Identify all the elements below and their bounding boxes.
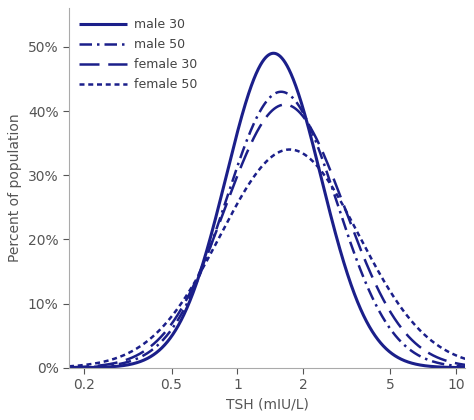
- male 30: [383, 345, 388, 350]
- male 30: [471, 365, 474, 370]
- Line: male 50: male 50: [57, 92, 474, 368]
- male 50: [458, 364, 464, 369]
- female 30: [282, 102, 288, 107]
- female 30: [75, 365, 81, 370]
- male 50: [55, 365, 60, 370]
- female 50: [246, 182, 251, 187]
- male 50: [471, 365, 474, 370]
- female 30: [459, 362, 465, 367]
- Line: female 50: female 50: [57, 150, 474, 367]
- female 30: [246, 147, 251, 152]
- male 30: [246, 91, 251, 96]
- male 30: [75, 365, 81, 370]
- Line: male 30: male 30: [57, 53, 474, 368]
- male 50: [278, 89, 284, 94]
- male 50: [257, 110, 263, 115]
- female 50: [75, 363, 81, 368]
- Legend: male 30, male 50, female 30, female 50: male 30, male 50, female 30, female 50: [75, 15, 201, 94]
- female 30: [55, 365, 60, 370]
- female 50: [55, 365, 60, 370]
- male 50: [383, 319, 388, 324]
- X-axis label: TSH (mIU/L): TSH (mIU/L): [226, 398, 309, 412]
- male 30: [458, 365, 464, 370]
- female 30: [257, 125, 263, 130]
- female 50: [471, 359, 474, 364]
- female 50: [257, 167, 263, 172]
- female 50: [458, 355, 464, 360]
- female 50: [459, 355, 465, 360]
- female 30: [383, 301, 388, 306]
- male 30: [271, 51, 276, 56]
- Y-axis label: Percent of population: Percent of population: [9, 114, 22, 262]
- male 50: [75, 365, 81, 370]
- female 30: [458, 362, 464, 367]
- female 50: [287, 147, 292, 152]
- male 30: [257, 64, 263, 69]
- female 30: [471, 363, 474, 368]
- male 30: [459, 365, 465, 370]
- male 30: [55, 365, 60, 370]
- female 50: [383, 281, 388, 286]
- male 50: [246, 134, 251, 139]
- Line: female 30: female 30: [57, 105, 474, 368]
- male 50: [459, 364, 465, 369]
